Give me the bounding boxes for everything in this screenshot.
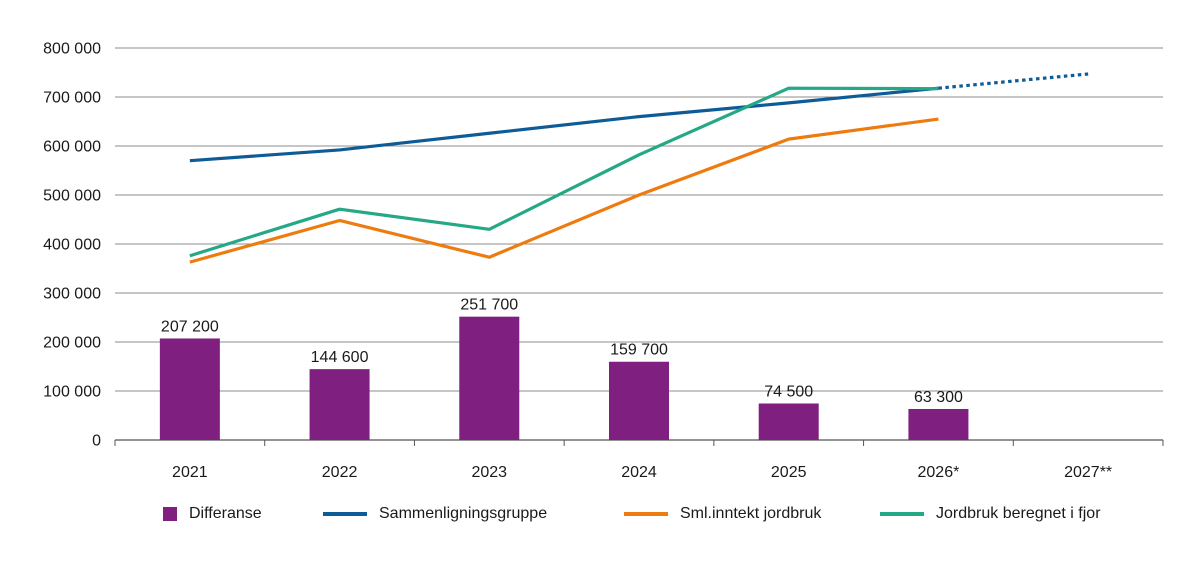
legend-item-differanse: Differanse: [163, 505, 262, 523]
legend-label-differanse: Differanse: [189, 505, 262, 522]
y-tick-label: 100 000: [43, 384, 101, 401]
legend-label-jordbruk-beregnet-i-fjor: Jordbruk beregnet i fjor: [936, 505, 1101, 522]
x-tick-label: 2021: [172, 464, 208, 481]
x-tick-label: 2024: [621, 464, 657, 481]
line-sammenligningsgruppe: [189, 86, 939, 163]
bar-data-label: 144 600: [311, 349, 369, 366]
y-tick-label: 0: [92, 433, 101, 450]
legend-swatch-sammenligningsgruppe: [323, 512, 367, 516]
bar-2026: [908, 408, 969, 440]
bar-2024: [609, 361, 669, 440]
bar-data-label: 159 700: [610, 342, 668, 359]
x-tick-label: 2027**: [1064, 464, 1112, 481]
x-tick-label: 2026*: [918, 464, 960, 481]
y-tick-label: 400 000: [43, 237, 101, 254]
bar-data-labels: 207 200 144 600 251 700 159 700 74 500 63 300: [161, 297, 963, 406]
legend-swatch-jordbruk-beregnet-i-fjor: [880, 512, 924, 516]
legend-item-sammenligningsgruppe: Sammenligningsgruppe: [323, 505, 547, 523]
line-series: [189, 72, 1089, 264]
line-sammenligningsgruppe-projected: [938, 72, 1089, 90]
line-sml-inntekt-jordbruk: [189, 117, 939, 264]
y-tick-label: 200 000: [43, 335, 101, 352]
legend-item-sml-inntekt-jordbruk: Sml.inntekt jordbruk: [624, 505, 821, 523]
bar-2023: [459, 316, 520, 440]
x-tick-label: 2023: [471, 464, 507, 481]
bar-data-label: 74 500: [764, 383, 813, 400]
y-tick-label: 600 000: [43, 139, 101, 156]
line-jordbruk-beregnet-i-fjor: [189, 86, 939, 258]
x-axis-tick-labels: 2021 2022 2023 2024 2025 2026* 2027**: [172, 464, 1112, 481]
x-tick-label: 2022: [322, 464, 358, 481]
bar-data-label: 251 700: [460, 297, 518, 314]
bar-2022: [309, 369, 370, 440]
legend: Differanse Sammenligningsgruppe Sml.innt…: [0, 505, 1198, 535]
legend-swatch-sml-inntekt-jordbruk: [624, 512, 668, 516]
bar-2021: [159, 338, 220, 440]
legend-label-sml-inntekt-jordbruk: Sml.inntekt jordbruk: [680, 505, 822, 522]
legend-swatch-differanse: [163, 507, 177, 521]
y-tick-label: 500 000: [43, 188, 101, 205]
bar-2025: [758, 403, 819, 440]
bar-data-label: 63 300: [914, 389, 963, 406]
bar-data-label: 207 200: [161, 318, 219, 335]
bar-series-differanse: [159, 316, 969, 440]
y-tick-label: 800 000: [43, 41, 101, 58]
x-tick-label: 2025: [771, 464, 807, 481]
y-axis-tick-labels: 0 100 000 200 000 300 000 400 000 500 000 600 …: [43, 41, 101, 450]
y-tick-label: 700 000: [43, 90, 101, 107]
legend-item-jordbruk-beregnet-i-fjor: Jordbruk beregnet i fjor: [880, 505, 1101, 523]
y-tick-label: 300 000: [43, 286, 101, 303]
legend-label-sammenligningsgruppe: Sammenligningsgruppe: [379, 505, 548, 522]
